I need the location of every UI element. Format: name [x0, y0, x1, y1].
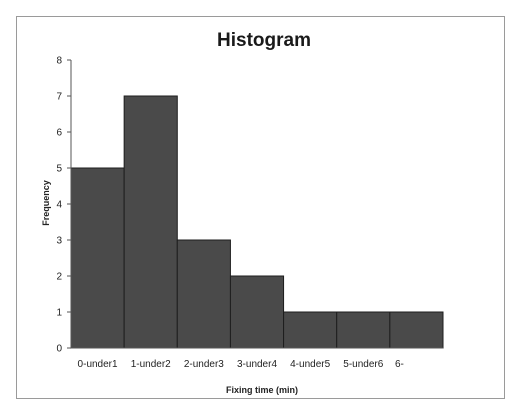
bar-5-under6	[336, 311, 391, 349]
y-tick-label: 5	[56, 164, 62, 175]
bar-2-under3	[176, 239, 231, 349]
x-axis-ticks: 0-under1 1-under2 2-under3 3-under4 4-under5…	[78, 359, 404, 370]
bar-6-	[389, 311, 444, 349]
axes	[70, 60, 443, 349]
x-tick-label: 6-	[395, 359, 404, 370]
y-axis-ticks: 0 1 2 3 4 5 6 7 8	[56, 56, 71, 355]
x-tick-label: 2-under3	[184, 359, 224, 370]
x-tick-label: 1-under2	[131, 359, 171, 370]
y-tick-label: 0	[56, 344, 62, 355]
x-tick-label: 3-under4	[237, 359, 277, 370]
x-axis-label: Fixing time (min)	[226, 385, 298, 395]
x-tick-label: 4-under5	[290, 359, 330, 370]
x-tick-label: 0-under1	[78, 359, 118, 370]
y-tick-label: 3	[56, 236, 62, 247]
bar-4-under5	[283, 311, 338, 349]
y-axis-label: Frequency	[41, 180, 51, 226]
bar-3-under4	[229, 275, 285, 349]
chart-title: Histogram	[217, 30, 311, 51]
y-tick-label: 8	[56, 56, 62, 67]
bar-1-under2	[123, 95, 178, 349]
bars	[70, 95, 444, 349]
y-tick-label: 1	[56, 308, 62, 319]
y-tick-label: 7	[56, 92, 62, 103]
y-tick-label: 4	[56, 200, 62, 211]
y-tick-label: 2	[56, 272, 62, 283]
y-tick-label: 6	[56, 128, 62, 139]
bar-0-under1	[70, 167, 125, 349]
x-tick-label: 5-under6	[343, 359, 383, 370]
